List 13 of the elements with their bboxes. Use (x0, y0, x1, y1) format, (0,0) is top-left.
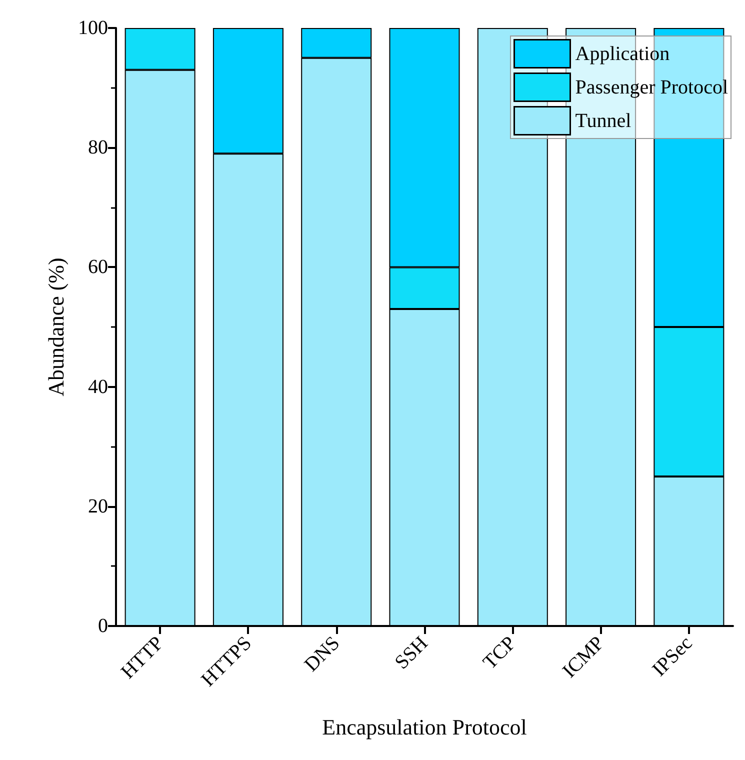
y-tick-label: 60 (88, 256, 108, 278)
x-axis-title: Encapsulation Protocol (322, 714, 527, 740)
y-tick-label: 0 (98, 615, 108, 637)
legend-label: Application (575, 42, 670, 65)
y-axis-title: Abundance (%) (44, 258, 69, 396)
y-tick-label: 80 (88, 136, 108, 159)
y-tick-label: 100 (78, 17, 108, 39)
legend-label: Passenger Protocol (575, 76, 728, 98)
x-tick-label: SSH (390, 632, 432, 674)
legend-label: Tunnel (575, 110, 632, 132)
y-tick-label: 20 (88, 495, 108, 518)
y-tick-label: 40 (88, 376, 108, 398)
x-tick-label: TCP (478, 632, 520, 674)
